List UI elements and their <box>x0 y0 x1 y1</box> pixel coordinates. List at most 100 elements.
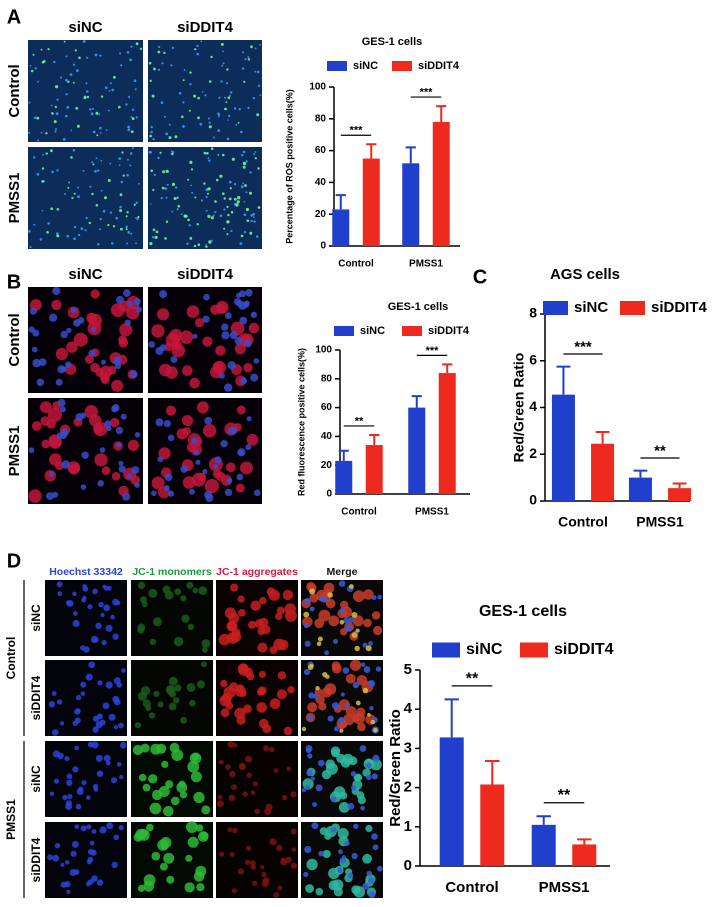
cell <box>265 803 273 811</box>
cell <box>217 112 220 114</box>
cell <box>126 242 129 245</box>
cell <box>227 740 235 748</box>
cell <box>73 319 81 327</box>
cell <box>202 469 208 474</box>
cell <box>208 159 211 162</box>
cell <box>68 181 71 184</box>
error-bar <box>338 449 349 461</box>
cell <box>365 824 373 833</box>
cell <box>180 716 188 724</box>
cell <box>246 434 259 446</box>
y-axis-label: Red/Green Ratio <box>511 353 527 463</box>
cell <box>164 473 173 482</box>
cell <box>91 829 97 834</box>
cell <box>244 340 252 348</box>
cell <box>317 759 325 767</box>
cell <box>159 862 168 871</box>
error-bar <box>556 365 571 395</box>
cell <box>163 485 170 491</box>
cell <box>161 760 169 769</box>
cell <box>89 185 92 188</box>
cell <box>76 124 80 128</box>
cell <box>28 131 31 134</box>
cell <box>360 662 366 667</box>
cell <box>197 243 201 246</box>
cell <box>216 800 224 808</box>
cell <box>159 290 168 299</box>
cell <box>193 791 205 804</box>
cell <box>165 132 169 136</box>
cell <box>338 802 350 813</box>
cell <box>29 246 32 249</box>
cell <box>91 107 94 110</box>
y-tick-label: 1 <box>404 818 412 835</box>
cell <box>91 161 94 164</box>
cell <box>344 840 350 847</box>
cell <box>113 834 119 841</box>
cell <box>150 203 152 205</box>
cell <box>32 53 35 56</box>
cell <box>166 183 169 186</box>
y-tick-label: 20 <box>321 460 333 471</box>
cell <box>33 223 36 226</box>
cell <box>269 838 277 846</box>
cell <box>75 708 81 713</box>
cell <box>351 632 358 638</box>
cell <box>231 157 235 161</box>
cell <box>81 451 89 459</box>
cell <box>33 116 37 120</box>
cell <box>140 829 148 837</box>
legend-swatch <box>392 61 412 71</box>
cell <box>254 70 257 73</box>
y-tick-label: 3 <box>404 739 412 756</box>
cell <box>45 132 48 135</box>
cell <box>84 354 94 364</box>
cell <box>363 666 371 673</box>
cell <box>243 201 246 203</box>
cell <box>82 169 85 172</box>
cell <box>248 620 257 629</box>
cell <box>244 184 247 187</box>
cell <box>207 192 209 195</box>
cell <box>65 55 68 58</box>
cell <box>318 850 325 857</box>
cell <box>357 722 366 732</box>
cell <box>152 228 156 232</box>
cell <box>133 298 141 306</box>
cell <box>250 219 253 223</box>
legend-label: siDDIT4 <box>554 641 614 658</box>
cell <box>257 686 267 695</box>
cell <box>253 153 256 156</box>
cell <box>102 702 110 710</box>
cell <box>238 609 246 617</box>
cell <box>77 195 80 199</box>
cell <box>116 442 122 448</box>
cell <box>104 86 108 90</box>
cell <box>88 349 96 357</box>
cell <box>227 361 236 370</box>
cell <box>287 686 295 694</box>
cell <box>201 805 211 815</box>
cell <box>360 806 365 811</box>
cell <box>195 865 207 877</box>
cell <box>126 51 130 54</box>
y-tick-label: 20 <box>315 209 327 220</box>
cell <box>64 192 66 195</box>
cell <box>93 787 99 792</box>
cell <box>75 803 82 810</box>
cell <box>238 664 250 676</box>
cell <box>134 88 137 91</box>
cell <box>126 473 132 479</box>
cell <box>368 641 373 646</box>
cell <box>70 129 73 132</box>
y-tick-label: 0 <box>404 857 412 874</box>
group-label: PMSS1 <box>4 799 18 840</box>
legend-label: siNC <box>360 325 385 337</box>
cell <box>338 716 345 724</box>
cell <box>308 692 315 699</box>
cell <box>196 680 205 689</box>
cell <box>268 589 280 601</box>
cell <box>63 40 66 43</box>
cell <box>240 130 243 134</box>
cell <box>203 182 206 185</box>
